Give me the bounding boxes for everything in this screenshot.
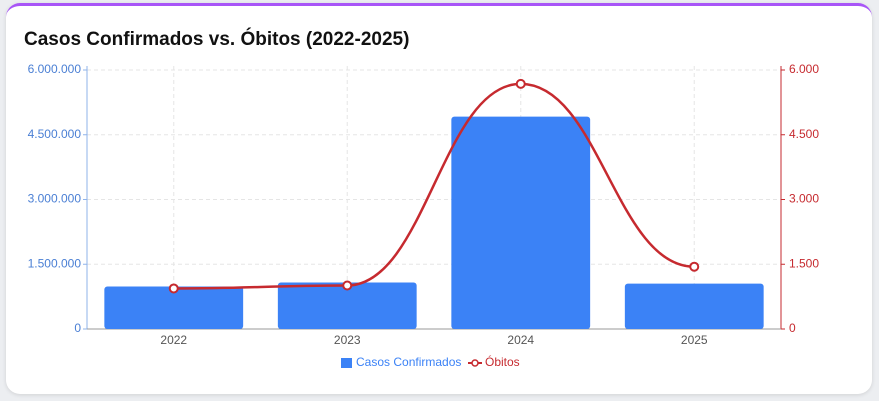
legend-label: Óbitos (485, 354, 520, 369)
bar (451, 116, 591, 330)
line (173, 82, 695, 290)
x-tick-label: 2023 (334, 333, 361, 347)
line-point (168, 283, 179, 294)
y2-tick-label: 1.500 (789, 256, 819, 270)
x-tick-label: 2022 (160, 333, 187, 347)
x-tick-label: 2025 (681, 333, 708, 347)
x-tick-label: 2024 (507, 333, 534, 347)
bar (624, 283, 764, 329)
y-tick-label: 1.500.000 (28, 256, 82, 270)
chart-title: Casos Confirmados vs. Óbitos (2022-2025) (24, 28, 409, 50)
line-point (689, 261, 700, 272)
y-tick-label: 6.000.000 (28, 62, 82, 76)
y2-tick-label: 3.000 (789, 192, 819, 206)
bar (277, 282, 417, 329)
y2-tick-label: 4.500 (789, 127, 819, 141)
legend-label: Casos Confirmados (356, 355, 461, 369)
line-point (515, 78, 526, 89)
bar (104, 286, 244, 329)
line-point (342, 280, 353, 291)
y-tick-label: 4.500.000 (28, 127, 82, 141)
y-tick-label: 3.000.000 (28, 192, 82, 206)
y2-tick-label: 6.000 (789, 62, 819, 76)
y2-tick-label: 0 (789, 321, 796, 335)
legend-swatch (341, 358, 352, 368)
legend-swatch (471, 359, 479, 367)
y-tick-label: 0 (74, 321, 81, 335)
